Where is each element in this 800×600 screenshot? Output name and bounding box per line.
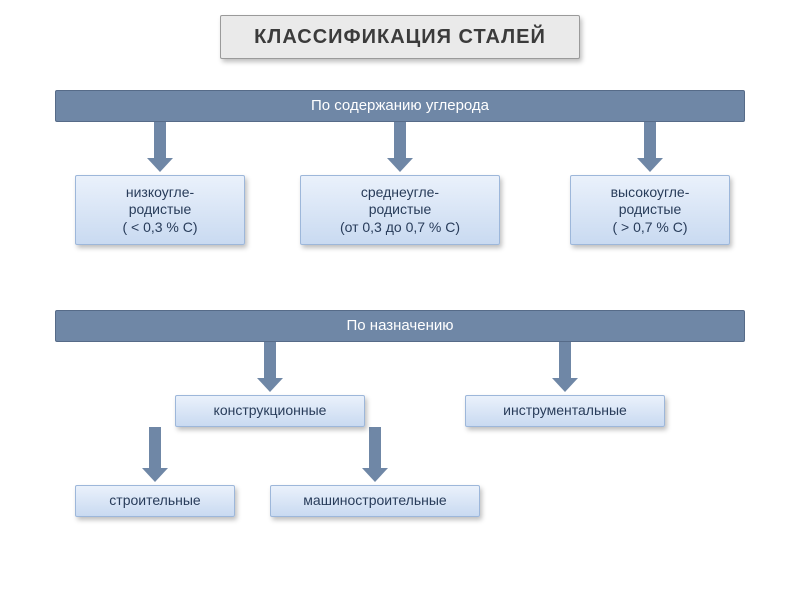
section1-node-0: низкоугле- родистые ( < 0,3 % С) [75,175,245,245]
section1-header: По содержанию углерода [55,90,745,122]
section2-subnode-1: машиностроительные [270,485,480,517]
arrow-4 [552,342,578,392]
arrow-6 [362,427,388,482]
section2-subnode-0-label: строительные [109,492,200,510]
arrow-1 [387,122,413,172]
arrow-0 [147,122,173,172]
section2-header-label: По назначению [347,317,454,336]
section1-node-2-label: высокоугле- родистые ( > 0,7 % С) [611,184,690,237]
arrow-5 [142,427,168,482]
section1-node-0-label: низкоугле- родистые ( < 0,3 % С) [122,184,197,237]
section1-header-label: По содержанию углерода [311,97,489,116]
title-box: КЛАССИФИКАЦИЯ СТАЛЕЙ [220,15,580,59]
section1-node-2: высокоугле- родистые ( > 0,7 % С) [570,175,730,245]
section2-subnode-1-label: машиностроительные [303,492,446,510]
section2-node-1: инструментальные [465,395,665,427]
title-box-label: КЛАССИФИКАЦИЯ СТАЛЕЙ [254,25,546,50]
section2-node-1-label: инструментальные [503,402,627,420]
section2-node-0: конструкционные [175,395,365,427]
section2-header: По назначению [55,310,745,342]
arrow-3 [257,342,283,392]
section2-subnode-0: строительные [75,485,235,517]
arrow-2 [637,122,663,172]
section2-node-0-label: конструкционные [214,402,327,420]
section1-node-1-label: среднеугле- родистые (от 0,3 до 0,7 % С) [340,184,460,237]
section1-node-1: среднеугле- родистые (от 0,3 до 0,7 % С) [300,175,500,245]
